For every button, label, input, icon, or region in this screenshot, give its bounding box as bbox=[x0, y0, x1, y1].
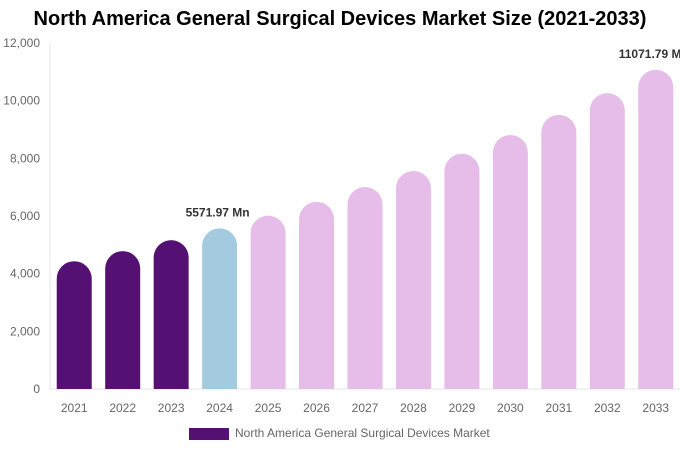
y-tick-label: 2,000 bbox=[10, 324, 40, 338]
data-label-2033: 11071.79 Mn bbox=[619, 47, 680, 61]
legend-label: North America General Surgical Devices M… bbox=[235, 426, 490, 440]
x-tick-label: 2028 bbox=[400, 401, 427, 415]
bar-2028 bbox=[395, 170, 431, 389]
x-tick-label: 2029 bbox=[449, 401, 476, 415]
x-tick-label: 2022 bbox=[109, 401, 136, 415]
bar-2030 bbox=[492, 135, 528, 389]
y-tick-label: 6,000 bbox=[10, 209, 40, 223]
x-tick-label: 2027 bbox=[352, 401, 379, 415]
legend-swatch bbox=[189, 428, 229, 440]
x-tick-label: 2032 bbox=[594, 401, 621, 415]
y-tick-label: 0 bbox=[33, 382, 40, 396]
bar-2027 bbox=[347, 186, 383, 389]
x-tick-label: 2021 bbox=[61, 401, 88, 415]
x-tick-label: 2033 bbox=[642, 401, 669, 415]
bar-2029 bbox=[444, 153, 480, 389]
bar-2025 bbox=[250, 215, 286, 389]
bar-2021 bbox=[56, 261, 92, 389]
bar-2024 bbox=[202, 228, 238, 389]
x-tick-label: 2026 bbox=[303, 401, 330, 415]
bar-2032 bbox=[589, 93, 625, 389]
chart-title: North America General Surgical Devices M… bbox=[33, 8, 647, 30]
bar-2031 bbox=[541, 114, 577, 389]
x-tick-label: 2031 bbox=[545, 401, 572, 415]
y-tick-label: 10,000 bbox=[3, 94, 40, 108]
x-tick-label: 2030 bbox=[497, 401, 524, 415]
y-tick-label: 8,000 bbox=[10, 151, 40, 165]
x-tick-label: 2023 bbox=[158, 401, 185, 415]
y-tick-label: 12,000 bbox=[3, 36, 40, 50]
x-tick-label: 2024 bbox=[206, 401, 233, 415]
bar-2023 bbox=[153, 240, 189, 389]
x-tick-label: 2025 bbox=[255, 401, 282, 415]
data-label-2024: 5571.97 Mn bbox=[186, 205, 250, 219]
bar-2022 bbox=[105, 251, 141, 389]
bar-2033 bbox=[638, 69, 674, 389]
y-tick-label: 4,000 bbox=[10, 267, 40, 281]
bar-2026 bbox=[299, 201, 335, 389]
